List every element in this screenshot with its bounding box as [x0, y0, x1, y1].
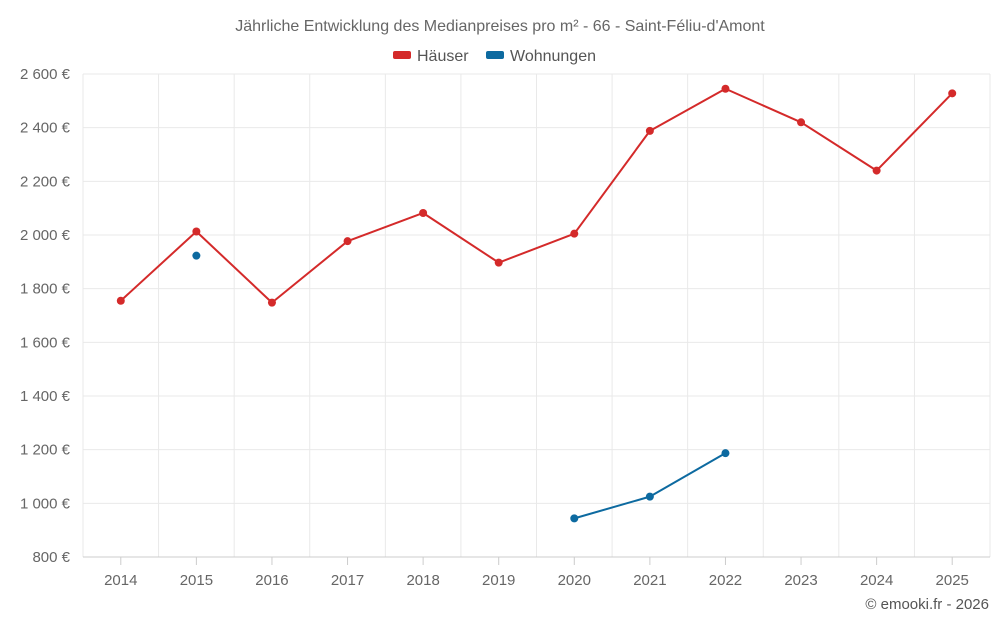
y-tick-label: 800 €: [32, 549, 70, 566]
legend-label-wohnungen: Wohnungen: [510, 48, 596, 65]
series-line-haeuser: [120, 87, 953, 304]
data-point-haeuser[interactable]: [116, 296, 125, 305]
x-tick-label: 2015: [180, 572, 213, 589]
y-tick-label: 2 400 €: [20, 120, 71, 137]
x-tick-label: 2021: [633, 572, 666, 589]
data-point-haeuser[interactable]: [419, 208, 428, 217]
grid: [82, 73, 991, 558]
data-point-haeuser[interactable]: [645, 126, 654, 135]
series-line-wohnungen: [574, 452, 726, 520]
data-point-haeuser[interactable]: [192, 227, 201, 236]
legend-item-haeuser[interactable]: Häuser: [393, 48, 469, 65]
series-wohnungen: [192, 251, 730, 523]
series: [116, 84, 957, 523]
x-tick-label: 2017: [331, 572, 364, 589]
data-point-wohnungen[interactable]: [192, 251, 201, 260]
x-tick-label: 2018: [406, 572, 439, 589]
y-tick-label: 1 400 €: [20, 388, 71, 405]
data-point-haeuser[interactable]: [872, 166, 881, 175]
x-tick-label: 2024: [860, 572, 893, 589]
legend-label-haeuser: Häuser: [417, 48, 469, 65]
legend: Häuser Wohnungen: [393, 48, 596, 65]
data-point-haeuser[interactable]: [797, 118, 806, 127]
x-tick-label: 2023: [784, 572, 817, 589]
y-tick-label: 2 200 €: [20, 173, 71, 190]
axes: 800 € 1 000 € 1 200 € 1 400 € 1 600 € 1 800 €…: [20, 66, 990, 589]
x-tick-label: 2022: [709, 572, 742, 589]
x-tick-label: 2016: [255, 572, 288, 589]
series-haeuser: [116, 84, 957, 307]
y-tick-label: 2 600 €: [20, 66, 71, 83]
x-tick-label: 2025: [936, 572, 969, 589]
x-tick-label: 2019: [482, 572, 515, 589]
data-point-wohnungen[interactable]: [570, 514, 579, 523]
data-point-wohnungen[interactable]: [645, 492, 654, 501]
data-point-haeuser[interactable]: [721, 84, 730, 93]
y-tick-label: 2 000 €: [20, 227, 71, 244]
credit: © emooki.fr - 2026: [865, 596, 989, 613]
y-tick-label: 1 800 €: [20, 281, 71, 298]
data-point-haeuser[interactable]: [267, 298, 276, 307]
legend-item-wohnungen[interactable]: Wohnungen: [486, 48, 596, 65]
data-point-haeuser[interactable]: [570, 229, 579, 238]
data-point-haeuser[interactable]: [343, 237, 352, 246]
legend-swatch-wohnungen: [486, 51, 504, 59]
y-tick-label: 1 600 €: [20, 334, 71, 351]
legend-swatch-haeuser: [393, 51, 411, 59]
data-point-haeuser[interactable]: [948, 89, 957, 98]
y-tick-label: 1 000 €: [20, 495, 71, 512]
x-tick-label: 2014: [104, 572, 137, 589]
y-tick-label: 1 200 €: [20, 442, 71, 459]
data-point-wohnungen[interactable]: [721, 449, 730, 458]
x-tick-label: 2020: [558, 572, 591, 589]
chart-title: Jährliche Entwicklung des Medianpreises …: [235, 18, 765, 35]
data-point-haeuser[interactable]: [494, 258, 503, 267]
